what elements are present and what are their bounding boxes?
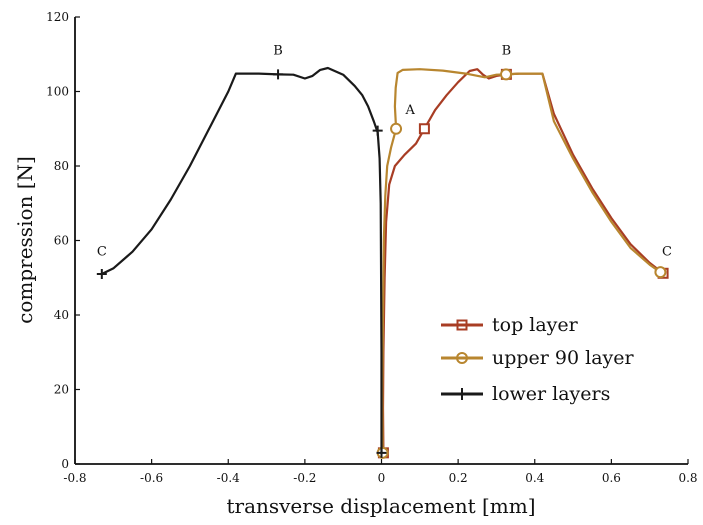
y-tick-label: 100 xyxy=(46,85,69,99)
legend-marker-square-icon xyxy=(456,319,468,331)
y-tick-label: 40 xyxy=(54,308,69,322)
series-line-upper-90-layer xyxy=(381,68,662,453)
data-point-circle xyxy=(390,122,403,135)
data-point-plus xyxy=(96,269,107,280)
y-ticks: 0 20 40 60 80 100 120 xyxy=(46,10,80,471)
series-line-top-layer xyxy=(381,68,664,453)
series-lower-layers xyxy=(96,66,387,458)
y-tick-label: 120 xyxy=(46,10,69,24)
legend-item-top-layer: top layer xyxy=(441,314,579,336)
x-tick-label: -0.6 xyxy=(140,471,163,485)
x-tick-label: 0 xyxy=(378,471,386,485)
x-tick-label: -0.2 xyxy=(293,471,316,485)
series-line-lower-layers xyxy=(101,66,383,453)
data-point-square xyxy=(418,123,430,135)
x-tick-label: -0.4 xyxy=(217,471,241,485)
legend-label-lower-layers: lower layers xyxy=(492,383,610,405)
series-layer xyxy=(96,66,669,459)
x-tick-label: 0.6 xyxy=(602,471,621,485)
data-point-plus xyxy=(376,447,387,458)
y-tick-label: 0 xyxy=(61,457,69,471)
x-ticks: -0.8 -0.6 -0.4 -0.2 0 0.2 0.4 0.6 0.8 xyxy=(63,459,698,485)
x-tick-label: 0.2 xyxy=(449,471,468,485)
y-axis-title: compression [N] xyxy=(13,156,37,324)
data-point-circle xyxy=(654,266,667,279)
y-tick-label: 20 xyxy=(54,383,69,397)
x-tick-label: -0.8 xyxy=(63,471,86,485)
y-tick-label: 60 xyxy=(54,234,69,248)
annotation-label: A xyxy=(405,103,416,118)
legend: top layer upper 90 layer lower layers xyxy=(441,314,635,405)
annotation-label: C xyxy=(662,244,672,259)
legend-marker-circle-icon xyxy=(456,352,468,364)
legend-marker-plus-icon xyxy=(456,388,468,400)
data-point-circle xyxy=(500,68,513,81)
legend-item-lower-layers: lower layers xyxy=(441,383,610,405)
legend-item-upper-90-layer: upper 90 layer xyxy=(441,347,635,369)
x-tick-label: 0.8 xyxy=(678,471,697,485)
x-axis-title: transverse displacement [mm] xyxy=(226,494,535,518)
annotation-label: B xyxy=(502,43,512,58)
legend-label-upper-90-layer: upper 90 layer xyxy=(492,347,635,369)
data-point-plus xyxy=(273,69,284,80)
annotation-layer: A B B C C xyxy=(97,43,672,259)
y-tick-label: 80 xyxy=(54,159,69,173)
legend-label-top-layer: top layer xyxy=(492,314,579,336)
data-point-plus xyxy=(372,125,383,136)
x-tick-label: 0.4 xyxy=(525,471,544,485)
plot-area: -0.8 -0.6 -0.4 -0.2 0 0.2 0.4 0.6 0.8 0 20 40 60 80 1… xyxy=(46,10,697,485)
annotation-label: C xyxy=(97,244,107,259)
annotation-label: B xyxy=(273,43,283,58)
